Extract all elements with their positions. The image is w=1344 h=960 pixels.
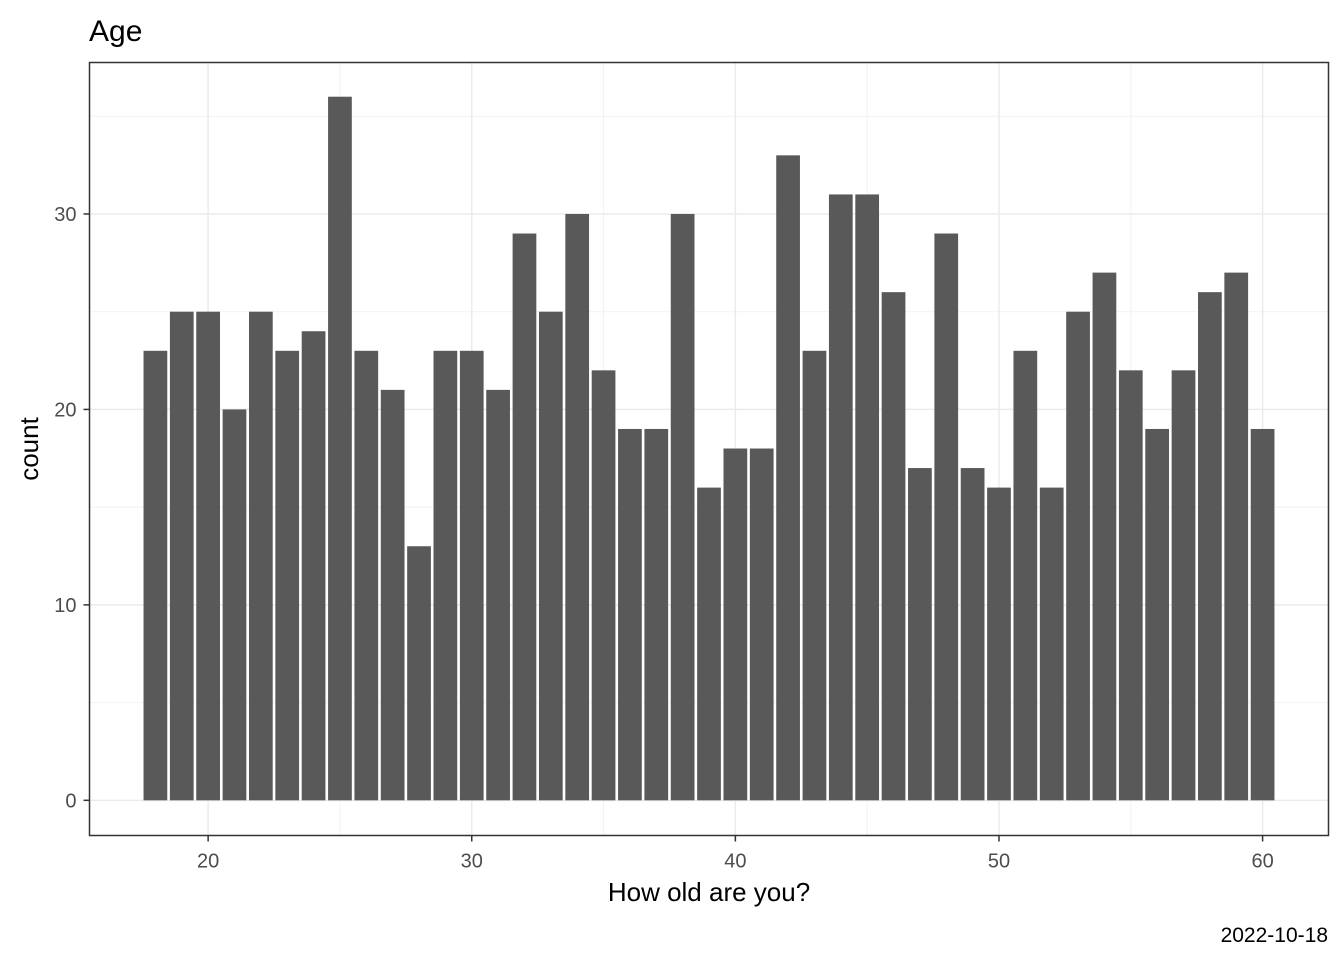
- bar-age-57: [1171, 370, 1196, 801]
- y-tick-label: 0: [65, 790, 76, 812]
- bar-age-40: [723, 448, 748, 801]
- bar-age-52: [1039, 487, 1064, 801]
- x-tick-label: 30: [461, 851, 483, 873]
- bar-age-46: [881, 292, 906, 801]
- bar-age-58: [1198, 292, 1222, 801]
- bar-age-38: [670, 213, 695, 801]
- bar-age-56: [1145, 428, 1170, 801]
- chart-caption: 2022-10-18: [1221, 924, 1328, 947]
- bar-age-48: [934, 233, 959, 801]
- bar-age-35: [591, 370, 616, 801]
- bar-age-20: [196, 311, 220, 801]
- bar-age-18: [143, 350, 168, 801]
- y-axis-title: count: [14, 416, 44, 480]
- bar-age-42: [776, 155, 800, 801]
- x-tick-label: 20: [197, 851, 219, 873]
- x-axis-title: How old are you?: [608, 877, 810, 907]
- bar-age-21: [222, 409, 247, 801]
- y-axis: 0 10 20 30: [54, 204, 90, 812]
- x-tick-label: 60: [1251, 851, 1273, 873]
- plot-panel-border: [88, 61, 1330, 837]
- y-tick-label: 20: [54, 399, 76, 421]
- bar-age-27: [380, 389, 405, 801]
- bar-age-32: [512, 233, 537, 801]
- bar-age-51: [1013, 350, 1038, 801]
- bar-age-25: [328, 96, 352, 801]
- bar-age-60: [1250, 428, 1275, 801]
- bar-age-47: [908, 468, 932, 801]
- bar-age-37: [644, 428, 669, 801]
- bar-age-44: [828, 194, 853, 801]
- bar-age-31: [486, 389, 510, 801]
- bar-age-24: [301, 331, 326, 801]
- bar-age-22: [248, 311, 273, 801]
- bar-age-41: [749, 448, 774, 801]
- bar-age-50: [987, 487, 1011, 801]
- bar-age-36: [618, 428, 642, 801]
- bar-age-34: [565, 213, 590, 801]
- bar-age-26: [354, 350, 379, 801]
- bar-age-33: [538, 311, 563, 801]
- chart-title: Age: [89, 15, 142, 48]
- y-tick-label: 10: [54, 595, 76, 617]
- y-tick-label: 30: [54, 204, 76, 226]
- bar-age-49: [960, 468, 985, 801]
- bar-age-39: [697, 487, 721, 801]
- bar-age-30: [459, 350, 484, 801]
- bar-age-54: [1092, 272, 1117, 801]
- bar-age-55: [1118, 370, 1143, 801]
- x-tick-label: 40: [724, 851, 746, 873]
- bar-age-28: [407, 546, 431, 801]
- bar-age-29: [433, 350, 458, 801]
- bar-age-59: [1224, 272, 1249, 801]
- bars: [143, 96, 1275, 801]
- bar-age-19: [169, 311, 194, 801]
- bar-age-23: [275, 350, 300, 801]
- bar-age-45: [855, 194, 880, 801]
- x-tick-label: 50: [988, 851, 1010, 873]
- x-axis: 20 30 40 50 60: [197, 835, 1274, 873]
- bar-age-53: [1066, 311, 1090, 801]
- bar-age-43: [802, 350, 827, 801]
